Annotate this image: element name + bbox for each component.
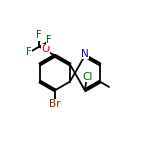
Text: O: O [41,44,50,54]
Text: Cl: Cl [82,72,92,82]
Text: F: F [26,47,32,57]
Text: N: N [81,49,89,59]
Text: Br: Br [49,99,61,109]
Text: F: F [46,35,52,45]
Text: F: F [36,31,41,40]
